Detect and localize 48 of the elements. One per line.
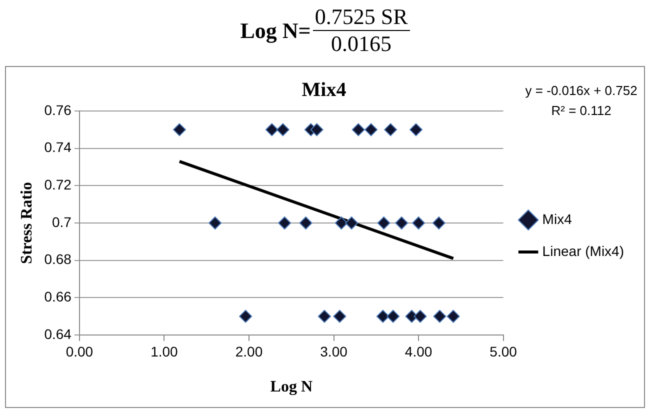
point (278, 216, 292, 230)
point (433, 310, 446, 323)
point (239, 310, 252, 323)
text: 0.0165 (331, 31, 392, 57)
legend-label: Linear (Mix4) (542, 242, 624, 259)
point (409, 123, 422, 136)
x-tick-label: 2.00 (235, 343, 263, 360)
point (376, 310, 390, 323)
point (395, 216, 408, 230)
point (432, 216, 446, 230)
point (364, 123, 378, 136)
point (276, 123, 290, 136)
y-axis-title: Stress Ratio (18, 182, 36, 264)
point (377, 216, 390, 230)
point (384, 123, 398, 136)
point (386, 310, 400, 323)
point (412, 216, 426, 230)
point (334, 216, 348, 230)
x-tick-label: 4.00 (404, 343, 432, 360)
y-tick-label: 0.74 (44, 139, 72, 156)
text: 0.7525 SR (312, 4, 410, 31)
y-tick-label: 0.68 (44, 251, 72, 268)
x-tick-label: 1.00 (150, 343, 178, 360)
point (310, 123, 324, 136)
text: Log N= (240, 18, 311, 44)
point (318, 310, 331, 323)
x-tick-label: 3.00 (320, 343, 348, 360)
point (265, 123, 278, 136)
y-tick-label: 0.64 (44, 326, 72, 342)
chart-title: Mix4 (302, 79, 346, 102)
y-tick-label: 0.76 (44, 102, 72, 118)
point (345, 216, 358, 230)
text: y = -0.016x + 0.752 (525, 83, 638, 98)
text: R² = 0.112 (551, 103, 612, 118)
point (172, 123, 186, 136)
legend-label: Mix4 (542, 210, 572, 227)
point (299, 216, 312, 230)
point (414, 310, 427, 323)
x-tick-label: 5.00 (490, 343, 518, 360)
x-axis-title: Log N (270, 378, 313, 396)
point (333, 310, 346, 323)
y-tick-label: 0.7 (52, 214, 72, 230)
y-tick-label: 0.72 (44, 176, 72, 193)
y-tick-label: 0.66 (44, 288, 72, 305)
x-tick-label: 0.00 (66, 343, 94, 360)
point (352, 123, 365, 136)
point (446, 310, 460, 323)
point (208, 216, 222, 230)
